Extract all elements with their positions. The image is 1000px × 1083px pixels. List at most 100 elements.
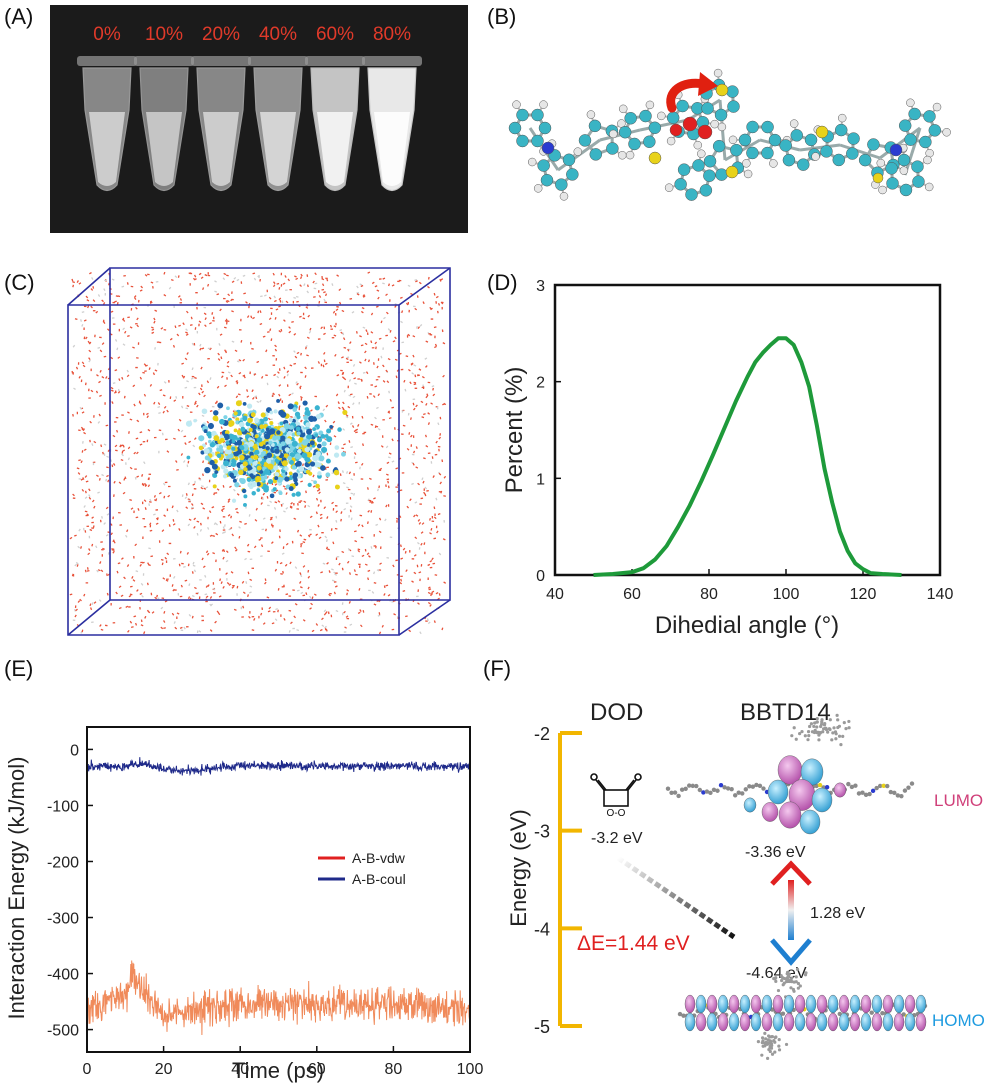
solvent-molecule [173,399,177,402]
solvent-molecule [315,511,318,515]
solvent-molecule [149,498,152,502]
solvent-molecule [349,505,353,508]
solvent-molecule [364,350,367,354]
solvent-molecule [432,475,435,478]
solvent-molecule [248,615,251,619]
solvent-molecule [199,528,203,532]
atom [715,83,729,97]
solvent-molecule [353,569,356,573]
orbital-atom [824,784,830,790]
orbital-atom [779,974,783,978]
solvent-molecule [378,517,382,521]
solute-atom [213,410,219,416]
homo-lobe [893,1012,905,1032]
solvent-molecule [240,340,243,343]
solvent-molecule [172,519,175,522]
x-tick-label: 140 [927,586,954,603]
solvent-molecule [187,523,191,527]
atom [685,188,698,201]
solvent-molecule [299,395,303,399]
solvent-molecule [111,548,114,551]
solvent-molecule [205,550,209,554]
solvent-molecule [338,288,342,291]
solvent-molecule [95,545,98,549]
solvent-molecule [270,516,273,519]
solvent-molecule [191,595,195,598]
solvent-molecule [283,375,286,379]
solvent-molecule [277,587,280,591]
solvent-molecule [279,529,281,533]
solute-atom [304,446,311,453]
solvent-molecule [156,597,160,600]
solvent-molecule [172,344,176,348]
solvent-molecule [346,589,350,592]
solvent-molecule [185,328,188,332]
solvent-molecule [101,342,105,346]
solvent-molecule [349,623,353,626]
atom [904,133,917,146]
solvent-molecule [435,440,438,444]
solvent-molecule [174,275,178,278]
solvent-molecule [189,324,193,326]
orbital-atom [697,787,703,793]
solvent-molecule [242,358,246,362]
homo-lobe [827,994,839,1014]
solvent-molecule [87,340,91,344]
solvent-molecule [413,383,417,386]
solvent-molecule [176,612,180,615]
solvent-molecule [127,334,130,338]
solvent-molecule [430,527,433,531]
solvent-molecule [370,546,373,549]
solvent-molecule [326,278,329,282]
vial-label: 80% [373,24,411,45]
solvent-molecule [371,591,375,594]
solvent-molecule [227,293,231,297]
atom [701,102,714,115]
solvent-molecule [413,364,417,367]
solvent-molecule [412,462,415,466]
solvent-molecule [92,286,95,289]
solvent-molecule [296,629,300,632]
solvent-molecule [399,544,402,548]
solvent-molecule [296,529,300,533]
solvent-molecule [143,461,146,465]
solute-atom [254,449,260,455]
vial-cap [134,56,194,66]
solvent-molecule [359,283,363,286]
solvent-molecule [172,523,176,526]
orbital-atom [796,986,800,990]
solvent-molecule [191,503,194,506]
solvent-molecule [191,367,194,371]
solvent-molecule [236,360,240,363]
solute-atom [269,428,276,435]
solvent-molecule [341,356,344,359]
solvent-molecule [82,477,85,480]
homo-lobe [739,1012,751,1032]
solvent-molecule [125,534,128,538]
bond [879,126,921,160]
chart-e-frame [86,726,471,1053]
homo-lobe [772,1012,784,1032]
solute-atom [217,439,223,445]
solvent-molecule [182,322,185,326]
solvent-molecule [83,448,87,452]
solvent-molecule [356,293,360,296]
orbital-atom [725,786,731,791]
solute-atom [223,460,230,467]
solvent-molecule [204,574,207,578]
solvent-molecule [352,492,356,496]
solvent-molecule [279,398,282,402]
solvent-molecule [415,280,418,283]
solvent-molecule [296,589,300,592]
atom [625,150,635,160]
solvent-molecule [328,570,331,573]
solvent-molecule [184,386,188,389]
orbital-atom [743,787,748,792]
solvent-molecule [248,514,251,517]
solvent-molecule [163,271,166,275]
solvent-molecule [323,506,327,510]
energy-axis: -2-3-4-5 [534,724,582,1037]
orbital-atom [794,737,798,741]
solvent-molecule [163,611,166,614]
solute-atom [287,430,293,436]
